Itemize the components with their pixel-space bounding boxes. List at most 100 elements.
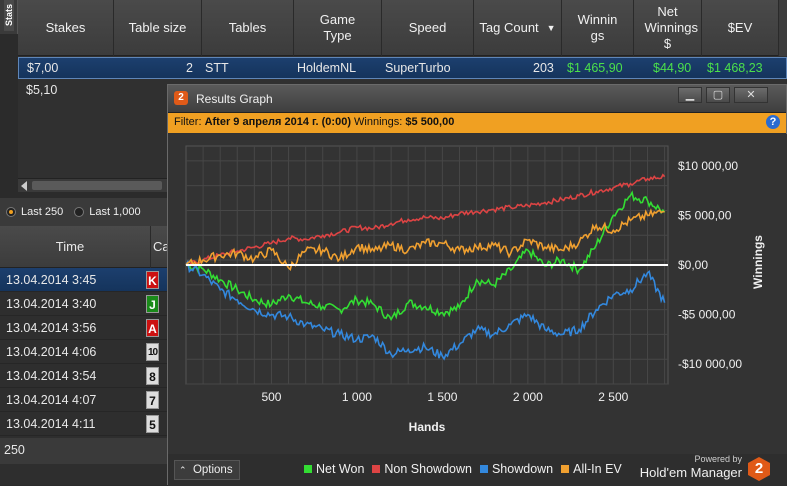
results-chart: 500 1 000 1 500 2 000 2 500 $10 000,00 $5 000,… (185, 145, 765, 434)
card-icon: A (146, 319, 159, 337)
hand-time: 13.04.2014 3:56 (6, 321, 97, 335)
filter-winnings: $5 500,00 (405, 116, 455, 128)
legend-item[interactable]: Non Showdown (372, 462, 472, 476)
hand-range-selector: Last 250 Last 1,000 (0, 198, 170, 226)
legend-swatch (304, 465, 312, 473)
card-icon: 8 (146, 367, 159, 385)
table-row[interactable]: $7,00 2 STT HoldemNL SuperTurbo 203 $1 4… (18, 57, 787, 79)
y-tick-label: $5 000,00 (678, 208, 732, 222)
y-tick-label: $10 000,00 (678, 159, 738, 173)
stats-tab-label: Stats (4, 0, 14, 31)
list-item[interactable]: 13.04.2014 3:45 K (0, 268, 170, 292)
legend-swatch (372, 465, 381, 473)
help-icon[interactable]: ? (766, 115, 780, 129)
maximize-icon: ▢ (712, 89, 724, 101)
list-item[interactable]: 13.04.2014 4:07 7 (0, 388, 170, 412)
radio-icon (74, 207, 85, 217)
x-tick-label: 2 000 (513, 390, 543, 404)
hand-count: 250 (0, 438, 170, 464)
series-line-net-won (185, 190, 666, 322)
x-tick-label: 1 500 (427, 390, 457, 404)
legend-swatch (561, 465, 570, 473)
card-icon: 7 (146, 391, 159, 409)
card-icon: 5 (146, 415, 159, 433)
x-tick-label: 2 500 (598, 390, 628, 404)
col-speed[interactable]: Speed (382, 0, 474, 56)
close-icon: ✕ (746, 89, 756, 101)
options-button[interactable]: ⌃ Options (174, 460, 240, 480)
col-winnings[interactable]: Winnings (562, 0, 634, 56)
col-cards[interactable]: Ca (150, 226, 170, 268)
minimize-icon: ▁ (685, 89, 695, 101)
x-tick-label: 1 000 (342, 390, 372, 404)
horizontal-scrollbar[interactable] (18, 178, 168, 192)
results-graph-window: 2 Results Graph ▁ ▢ ✕ Filter: After 9 ап… (167, 84, 787, 486)
hand-time: 13.04.2014 4:11 (6, 417, 96, 431)
hand-time: 13.04.2014 3:45 (6, 273, 97, 287)
y-tick-label: -$5 000,00 (678, 308, 736, 322)
chart-legend: Net Won Non Showdown Showdown All-In EV (304, 462, 622, 476)
hand-time: 13.04.2014 4:06 (6, 345, 97, 359)
list-item[interactable]: 13.04.2014 3:56 A (0, 316, 170, 340)
col-stakes[interactable]: Stakes (18, 0, 114, 56)
hands-header: Time Ca (0, 226, 170, 268)
card-icon: 10 (146, 343, 159, 361)
chevron-up-icon: ⌃ (179, 465, 187, 475)
maximize-button[interactable]: ▢ (706, 87, 730, 103)
y-axis-label: Winnings (751, 235, 765, 289)
table-row[interactable]: $5,10 (26, 83, 58, 97)
radio-last-1000[interactable]: Last 1,000 (74, 206, 141, 218)
hm-logo-icon: 2 (174, 91, 188, 105)
x-tick-label: 500 (261, 390, 281, 404)
legend-item[interactable]: Showdown (479, 462, 554, 476)
series-line-all-in-ev (185, 208, 665, 271)
col-net-winnings[interactable]: Net Winnings $ (634, 0, 702, 56)
list-item[interactable]: 13.04.2014 3:40 J (0, 292, 170, 316)
chart-footer: ⌃ Options Net Won Non Showdown Showdown All… (168, 454, 787, 486)
hands-panel: Last 250 Last 1,000 Time Ca 13.04.2014 3… (0, 198, 170, 485)
legend-item[interactable]: All-In EV (561, 462, 622, 476)
col-game-type[interactable]: Game Type (294, 0, 382, 56)
col-tables[interactable]: Tables (202, 0, 294, 56)
col-ev[interactable]: $EV (702, 0, 779, 56)
close-button[interactable]: ✕ (734, 87, 768, 103)
legend-label: All-In EV (573, 462, 622, 476)
hand-time: 13.04.2014 4:07 (6, 393, 97, 407)
col-table-size[interactable]: Table size (114, 0, 202, 56)
powered-by: Powered by Hold'em Manager (639, 454, 742, 480)
window-titlebar[interactable]: 2 Results Graph ▁ ▢ ✕ (168, 85, 786, 113)
brand-name: Hold'em Manager (639, 465, 742, 480)
col-tag-count[interactable]: Tag Count ▼ (474, 0, 562, 56)
window-title: Results Graph (196, 92, 273, 106)
filter-date: After 9 апреля 2014 г. (0:00) (204, 116, 351, 128)
filter-bar: Filter: After 9 апреля 2014 г. (0:00) Wi… (168, 113, 786, 133)
hand-time: 13.04.2014 3:54 (6, 369, 97, 383)
hm2-logo-icon: 2 (748, 457, 770, 481)
x-axis-label: Hands (409, 420, 446, 434)
scroll-thumb[interactable] (32, 181, 162, 190)
y-tick-label: $0,00 (678, 258, 708, 272)
legend-item[interactable]: Net Won (304, 462, 364, 476)
minimize-button[interactable]: ▁ (678, 87, 702, 103)
chart-area: 500 1 000 1 500 2 000 2 500 $10 000,00 $5 000,… (168, 134, 787, 454)
radio-last-250[interactable]: Last 250 (6, 206, 63, 218)
stats-side-tab[interactable]: Stats (0, 0, 18, 34)
scroll-left-icon[interactable] (21, 181, 27, 191)
hand-list: 13.04.2014 3:45 K 13.04.2014 3:40 J 13.04.20… (0, 268, 170, 436)
stats-header-row: Stakes Table size Tables Game Type Speed… (18, 0, 787, 56)
legend-label: Non Showdown (384, 462, 472, 476)
col-time[interactable]: Time (55, 239, 85, 254)
list-item[interactable]: 13.04.2014 3:54 8 (0, 364, 170, 388)
radio-selected-icon (6, 207, 16, 217)
series-line-non-showdown (185, 173, 666, 266)
list-item[interactable]: 13.04.2014 4:11 5 (0, 412, 170, 436)
vertical-scrollbar[interactable] (779, 0, 787, 56)
legend-swatch (479, 465, 488, 473)
legend-label: Showdown (491, 462, 554, 476)
hand-time: 13.04.2014 3:40 (6, 297, 97, 311)
legend-label: Net Won (316, 462, 365, 476)
series-line-showdown (185, 259, 666, 361)
card-icon: J (146, 295, 159, 313)
sort-desc-icon: ▼ (546, 23, 556, 33)
list-item[interactable]: 13.04.2014 4:06 10 (0, 340, 170, 364)
